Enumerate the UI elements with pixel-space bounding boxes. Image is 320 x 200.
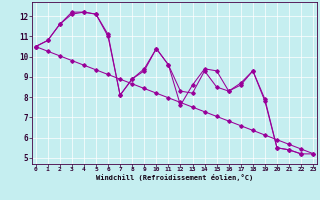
- X-axis label: Windchill (Refroidissement éolien,°C): Windchill (Refroidissement éolien,°C): [96, 174, 253, 181]
